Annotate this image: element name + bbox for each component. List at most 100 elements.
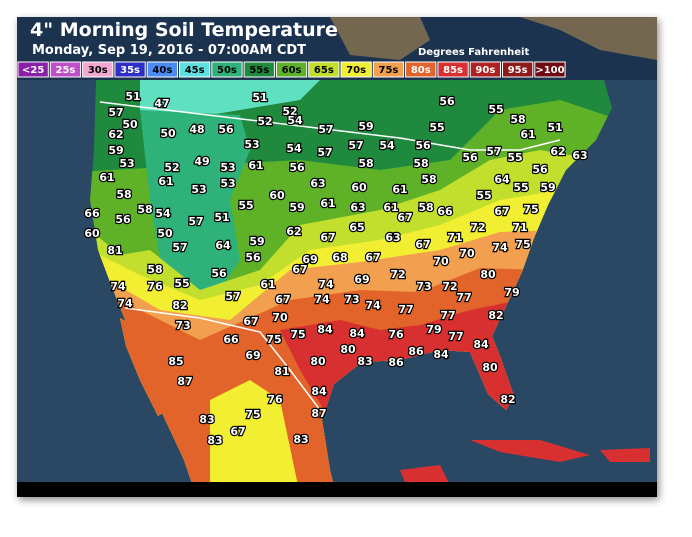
station-temp: 59	[358, 120, 373, 133]
station-temp: 69	[245, 349, 260, 362]
station-temp: 54	[379, 139, 395, 152]
station-temp: 62	[108, 128, 123, 141]
station-temp: 87	[311, 407, 326, 420]
station-temp: 67	[320, 231, 335, 244]
station-temp: 55	[476, 189, 491, 202]
footer-bar	[17, 482, 657, 497]
station-temp: 80	[340, 343, 356, 356]
station-temp: 67	[292, 263, 307, 276]
station-temp: 56	[245, 251, 261, 264]
station-temp: 56	[462, 151, 478, 164]
station-temp: 79	[504, 286, 519, 299]
station-temp: 83	[357, 355, 372, 368]
station-temp: 61	[248, 159, 263, 172]
station-temp: 67	[243, 315, 258, 328]
station-temp: 81	[107, 244, 122, 257]
station-temp: 82	[500, 393, 515, 406]
station-temp: 52	[257, 115, 272, 128]
station-temp: 56	[532, 163, 548, 176]
station-temp: 77	[440, 309, 455, 322]
station-temp: 67	[275, 293, 290, 306]
station-temp: 74	[492, 241, 508, 254]
station-temp: 83	[207, 434, 222, 447]
station-temp: 55	[429, 121, 444, 134]
legend-swatch	[49, 61, 82, 78]
legend-label: 90s	[475, 65, 495, 76]
station-temp: 82	[488, 309, 503, 322]
station-temp: 63	[385, 231, 400, 244]
station-temp: 75	[523, 203, 538, 216]
station-temp: 54	[155, 207, 171, 220]
station-temp: 66	[437, 205, 453, 218]
station-temp: 84	[311, 385, 327, 398]
station-temp: 84	[349, 327, 365, 340]
station-temp: 58	[147, 263, 162, 276]
station-temp: 77	[448, 330, 463, 343]
legend-label: 80s	[411, 65, 431, 76]
station-temp: 80	[480, 268, 496, 281]
station-temp: 64	[494, 173, 510, 186]
station-temp: 74	[117, 297, 133, 310]
station-temp: 51	[125, 90, 140, 103]
station-temp: 54	[286, 142, 302, 155]
station-temp: 76	[267, 393, 283, 406]
station-temp: 65	[349, 221, 364, 234]
station-temp: 87	[177, 375, 192, 388]
station-temp: 56	[218, 123, 234, 136]
station-temp: 59	[540, 181, 555, 194]
station-temp: 84	[473, 338, 489, 351]
station-temp: 70	[459, 247, 475, 260]
station-temp: 53	[220, 161, 235, 174]
station-temp: 64	[215, 239, 231, 252]
legend-swatch	[17, 61, 49, 78]
station-temp: 61	[320, 197, 335, 210]
station-temp: 61	[260, 278, 275, 291]
station-temp: 80	[482, 361, 498, 374]
legend-label: 45s	[185, 65, 205, 76]
station-temp: 71	[512, 221, 527, 234]
station-temp: 51	[214, 211, 229, 224]
station-temp: 77	[398, 303, 413, 316]
legend-swatch	[211, 61, 243, 78]
legend-swatch	[372, 61, 405, 78]
station-temp: 55	[174, 277, 189, 290]
station-temp: 74	[365, 299, 381, 312]
station-temp: 52	[164, 161, 179, 174]
station-temp: 58	[413, 157, 428, 170]
station-temp: 57	[317, 146, 332, 159]
station-temp: 53	[220, 177, 235, 190]
station-temp: 63	[572, 149, 587, 162]
station-temp: 61	[158, 175, 173, 188]
station-temp: 83	[199, 413, 214, 426]
station-temp: 74	[110, 280, 126, 293]
station-temp: 82	[172, 299, 187, 312]
station-temp: 72	[442, 280, 457, 293]
station-temp: 55	[238, 199, 253, 212]
station-temp: 58	[137, 203, 152, 216]
legend-swatch	[82, 61, 114, 78]
station-temp: 53	[191, 183, 206, 196]
station-temp: 85	[168, 355, 183, 368]
legend-swatch	[275, 61, 308, 78]
border-line	[99, 101, 561, 151]
station-temp: 58	[358, 157, 373, 170]
station-temp: 63	[310, 177, 325, 190]
station-temp: 66	[223, 333, 239, 346]
station-temp: 50	[122, 118, 138, 131]
legend-label: 70s	[346, 65, 366, 76]
station-temp: 75	[266, 333, 281, 346]
station-temp: 72	[470, 221, 485, 234]
station-temp: 84	[317, 323, 333, 336]
legend-label: 60s	[282, 65, 302, 76]
station-temp: 56	[439, 95, 455, 108]
legend-label: 85s	[443, 65, 463, 76]
legend-label: <25	[22, 65, 44, 76]
station-temp: 58	[418, 201, 433, 214]
station-temp: 61	[99, 171, 114, 184]
station-temp: 62	[550, 145, 565, 158]
station-temp: 56	[115, 213, 131, 226]
station-temp: 60	[269, 189, 285, 202]
legend-swatch	[179, 61, 211, 78]
station-temp: 83	[293, 433, 308, 446]
station-temp: 75	[290, 328, 305, 341]
